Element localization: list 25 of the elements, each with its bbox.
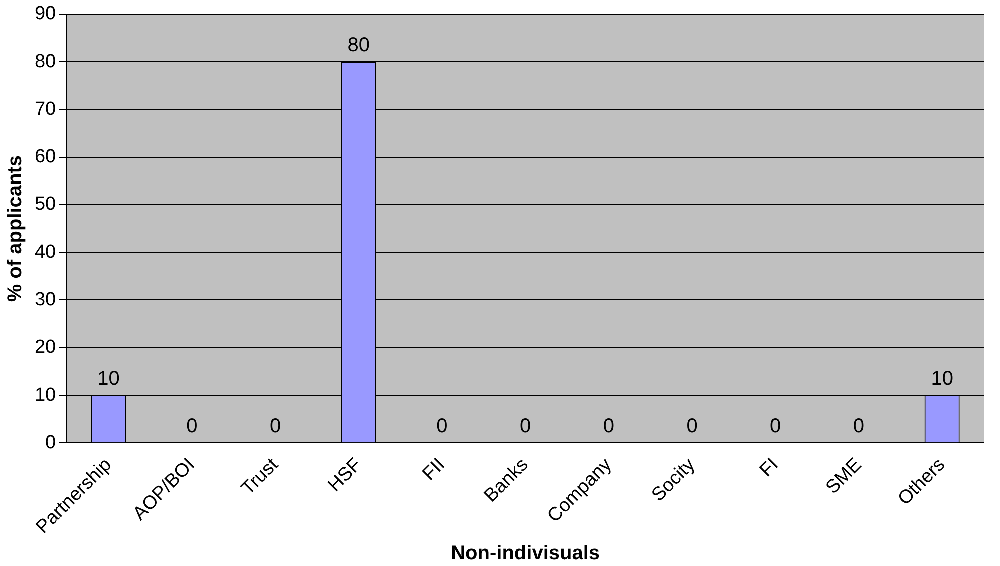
data-label: 0	[770, 416, 782, 438]
data-label: 0	[603, 416, 614, 438]
y-tick-label: 70	[34, 98, 56, 120]
x-tick-label: FI	[756, 454, 783, 482]
y-tick-label: 60	[34, 146, 56, 168]
y-tick-label: 10	[34, 384, 56, 406]
data-label: 0	[186, 416, 198, 438]
y-axis-title: % of applicants	[4, 155, 27, 302]
data-label: 0	[520, 416, 532, 438]
y-tick-label: 20	[34, 337, 56, 358]
y-tick-label: 50	[34, 194, 56, 216]
y-tick-label: 80	[34, 51, 56, 72]
y-tick-label: 30	[34, 289, 56, 310]
data-label: 0	[436, 416, 448, 438]
y-tick-label: 90	[34, 4, 56, 25]
data-label: 0	[686, 416, 698, 438]
data-label: 0	[853, 416, 865, 438]
x-tick-label: FII	[418, 454, 450, 486]
y-tick-label: 0	[46, 432, 56, 454]
data-label: 10	[931, 368, 954, 390]
x-axis-title: Non-indivisuals	[451, 542, 600, 565]
data-label: 80	[348, 34, 370, 57]
y-tick-label: 40	[34, 242, 56, 263]
data-label: 10	[98, 368, 120, 390]
data-label: 0	[270, 416, 282, 438]
